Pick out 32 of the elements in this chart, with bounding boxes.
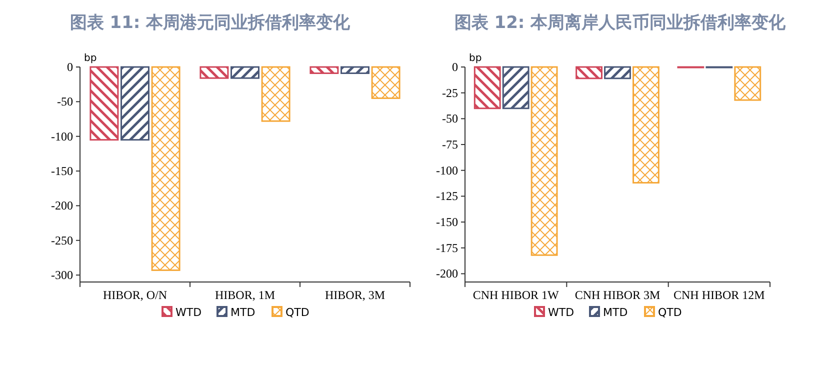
y-tick-label: 0 [452, 60, 458, 74]
y-tick-label: -100 [436, 163, 458, 178]
chart-title: 图表 12: 本周离岸人民币同业拆借利率变化 [454, 13, 787, 33]
x-tick-label: CNH HIBOR 1W [472, 288, 560, 302]
x-tick-label: CNH HIBOR 3M [574, 288, 660, 302]
y-tick-label: -250 [51, 233, 73, 248]
x-tick-label: HIBOR, 3M [324, 288, 386, 302]
y-tick-label: -300 [51, 268, 73, 282]
y-tick-label: -175 [436, 240, 458, 255]
legend-label: WTD [176, 306, 202, 319]
y-tick-label: -75 [442, 138, 458, 152]
x-tick-label: HIBOR, 1M [214, 288, 276, 302]
legend-label: QTD [658, 306, 682, 319]
y-tick-label: -100 [51, 129, 73, 144]
y-tick-label: -150 [436, 215, 458, 230]
chart-title: 图表 11: 本周港元同业拆借利率变化 [70, 13, 352, 33]
y-tick-label: 0 [67, 60, 73, 74]
legend-label: MTD [230, 306, 256, 319]
x-tick-label: CNH HIBOR 12M [673, 288, 766, 302]
y-axis-title: bp [84, 53, 97, 64]
legend-label: MTD [603, 306, 628, 319]
y-axis-title: bp [469, 53, 482, 64]
x-tick-label: HIBOR, O/N [102, 288, 168, 302]
legend-label: QTD [286, 306, 310, 319]
legend-label: WTD [548, 306, 574, 319]
y-tick-label: -50 [442, 112, 458, 126]
y-tick-label: -200 [436, 266, 458, 281]
y-tick-label: -200 [51, 198, 73, 213]
y-tick-label: -150 [51, 164, 73, 178]
y-tick-label: -25 [442, 86, 458, 100]
y-tick-label: -50 [57, 94, 73, 109]
y-tick-label: -125 [436, 189, 458, 204]
